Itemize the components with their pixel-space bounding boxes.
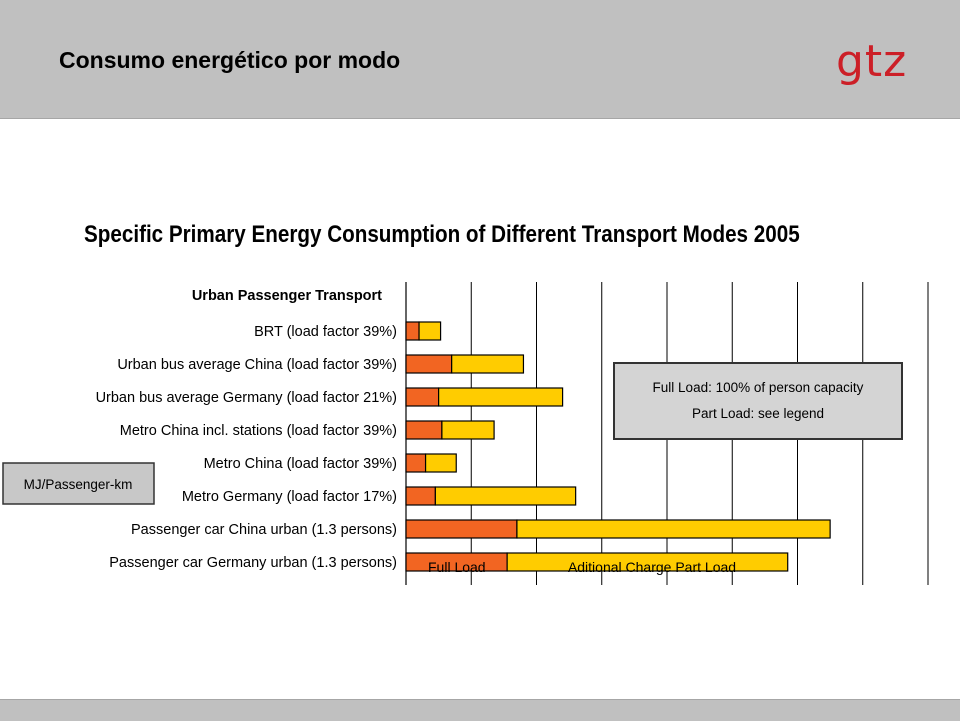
bar-part-load: [424, 453, 457, 473]
slide-footer: [0, 699, 960, 721]
category-label: Metro Germany (load factor 17%): [182, 489, 397, 505]
category-label: BRT (load factor 39%): [254, 324, 397, 340]
bar-full-load: [405, 420, 443, 440]
category-group-label: Urban Passenger Transport: [192, 288, 382, 304]
category-label: Metro China (load factor 39%): [204, 456, 397, 472]
legend-label-part-load: Aditional Charge Part Load: [568, 559, 736, 575]
bar-part-load: [438, 387, 564, 407]
category-label: Passenger car China urban (1.3 persons): [131, 522, 397, 538]
unit-box: MJ/Passenger-km: [2, 462, 155, 505]
bar-full-load: [405, 453, 427, 473]
category-label: Urban bus average China (load factor 39%…: [117, 357, 397, 373]
gtz-logo: gtz: [836, 36, 908, 87]
note-line-1: Full Load: 100% of person capacity: [653, 380, 864, 395]
category-label: Urban bus average Germany (load factor 2…: [96, 390, 397, 406]
category-label: Passenger car Germany urban (1.3 persons…: [109, 555, 397, 571]
slide-header: [0, 0, 960, 119]
bar-part-load: [441, 420, 495, 440]
bar-full-load: [405, 387, 440, 407]
bar-part-load: [506, 552, 789, 572]
bar-full-load: [405, 486, 436, 506]
bar-full-load: [405, 354, 453, 374]
bar-full-load: [405, 321, 420, 341]
bar-part-load: [451, 354, 525, 374]
unit-label: MJ/Passenger-km: [24, 477, 133, 492]
note-line-2: Part Load: see legend: [692, 406, 824, 421]
legend-label-full-load: Full Load: [428, 559, 486, 575]
category-label: Metro China incl. stations (load factor …: [120, 423, 397, 439]
category-labels: BRT (load factor 39%) Urban bus average C…: [96, 324, 397, 571]
bar-full-load: [405, 519, 518, 539]
slide-title: Consumo energético por modo: [59, 47, 401, 73]
note-box: Full Load: 100% of person capacity Part …: [613, 362, 903, 440]
bar-part-load: [418, 321, 442, 341]
bar-part-load: [434, 486, 577, 506]
chart-title: Specific Primary Energy Consumption of D…: [84, 221, 800, 248]
bar-part-load: [516, 519, 831, 539]
bars: [405, 321, 831, 572]
